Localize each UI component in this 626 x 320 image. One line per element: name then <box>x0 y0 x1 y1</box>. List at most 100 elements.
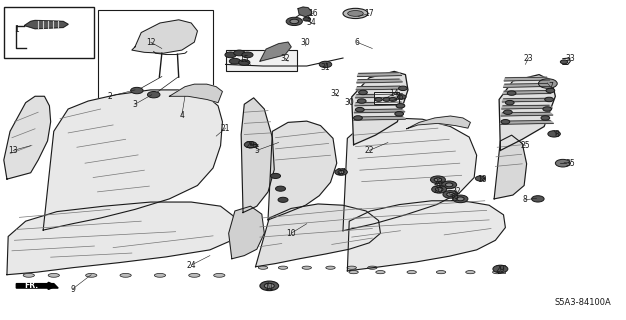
Text: 12: 12 <box>146 38 155 47</box>
Polygon shape <box>407 116 470 129</box>
Circle shape <box>264 283 274 288</box>
Circle shape <box>531 196 544 202</box>
Ellipse shape <box>155 273 166 277</box>
Ellipse shape <box>326 266 335 269</box>
Ellipse shape <box>120 273 131 277</box>
Text: 16: 16 <box>308 9 318 18</box>
Circle shape <box>356 108 364 112</box>
Polygon shape <box>132 20 197 53</box>
Text: 17: 17 <box>364 9 374 18</box>
Text: 29: 29 <box>246 141 255 150</box>
Circle shape <box>398 95 406 99</box>
Circle shape <box>239 60 250 65</box>
Polygon shape <box>4 96 51 179</box>
Text: 22: 22 <box>364 146 374 155</box>
Circle shape <box>541 116 550 120</box>
Text: 14: 14 <box>389 89 399 98</box>
Text: 31: 31 <box>321 63 331 72</box>
Circle shape <box>453 195 468 203</box>
Polygon shape <box>355 102 404 106</box>
Text: 27: 27 <box>336 168 346 177</box>
Ellipse shape <box>367 266 377 269</box>
Ellipse shape <box>347 11 363 16</box>
Text: 28: 28 <box>433 178 443 187</box>
Circle shape <box>555 159 570 167</box>
Circle shape <box>148 92 160 98</box>
Circle shape <box>560 60 568 64</box>
Circle shape <box>357 99 366 103</box>
Text: 34: 34 <box>307 19 317 28</box>
Circle shape <box>359 90 367 95</box>
Circle shape <box>432 186 447 193</box>
Text: FR.: FR. <box>24 281 39 290</box>
Polygon shape <box>503 84 550 87</box>
Ellipse shape <box>188 273 200 277</box>
Text: S5A3-84100A: S5A3-84100A <box>555 298 612 307</box>
Ellipse shape <box>259 266 268 269</box>
Polygon shape <box>228 206 264 259</box>
Bar <box>225 50 297 71</box>
Circle shape <box>290 19 299 24</box>
Circle shape <box>493 265 508 273</box>
Text: 18: 18 <box>477 175 486 184</box>
Text: 35: 35 <box>565 159 575 168</box>
Polygon shape <box>504 77 550 81</box>
Text: 24: 24 <box>187 261 196 270</box>
Circle shape <box>475 176 485 181</box>
Polygon shape <box>354 116 406 120</box>
Circle shape <box>244 141 257 148</box>
Circle shape <box>225 52 236 58</box>
Polygon shape <box>16 284 58 288</box>
Text: 4: 4 <box>180 111 184 120</box>
Polygon shape <box>268 121 337 220</box>
Text: 29: 29 <box>496 265 505 275</box>
Ellipse shape <box>347 266 356 269</box>
Circle shape <box>286 17 302 26</box>
Circle shape <box>538 79 557 88</box>
Bar <box>374 92 399 104</box>
Ellipse shape <box>302 266 312 269</box>
Polygon shape <box>352 71 408 145</box>
Circle shape <box>507 91 516 95</box>
Text: 3: 3 <box>133 100 138 109</box>
Polygon shape <box>241 98 274 212</box>
Polygon shape <box>298 7 312 17</box>
Circle shape <box>443 191 458 198</box>
Polygon shape <box>356 94 404 98</box>
Circle shape <box>434 178 442 182</box>
Text: 30: 30 <box>344 98 354 107</box>
Circle shape <box>303 17 310 21</box>
Circle shape <box>399 86 408 91</box>
Ellipse shape <box>376 270 385 274</box>
Circle shape <box>260 281 279 291</box>
Circle shape <box>229 58 240 64</box>
Circle shape <box>543 107 552 111</box>
Circle shape <box>389 98 397 101</box>
Text: 13: 13 <box>8 146 18 155</box>
Text: 10: 10 <box>286 229 296 238</box>
Text: 5: 5 <box>254 146 259 155</box>
Text: 23: 23 <box>524 53 533 62</box>
Circle shape <box>275 186 285 191</box>
Text: 6: 6 <box>354 38 359 47</box>
Ellipse shape <box>407 270 416 274</box>
Circle shape <box>505 100 514 105</box>
Ellipse shape <box>279 266 288 269</box>
Circle shape <box>446 183 453 187</box>
Circle shape <box>278 197 288 202</box>
Circle shape <box>447 193 454 196</box>
Polygon shape <box>499 75 555 150</box>
Circle shape <box>354 116 362 120</box>
Text: 8: 8 <box>523 195 528 204</box>
Polygon shape <box>347 201 505 271</box>
Ellipse shape <box>48 273 59 277</box>
Polygon shape <box>494 135 526 199</box>
Circle shape <box>396 104 405 108</box>
Circle shape <box>375 98 382 101</box>
Text: 7: 7 <box>548 82 553 91</box>
Text: 19: 19 <box>449 194 458 203</box>
Circle shape <box>503 110 512 115</box>
Polygon shape <box>502 98 552 102</box>
Circle shape <box>442 181 456 189</box>
Polygon shape <box>343 118 476 231</box>
